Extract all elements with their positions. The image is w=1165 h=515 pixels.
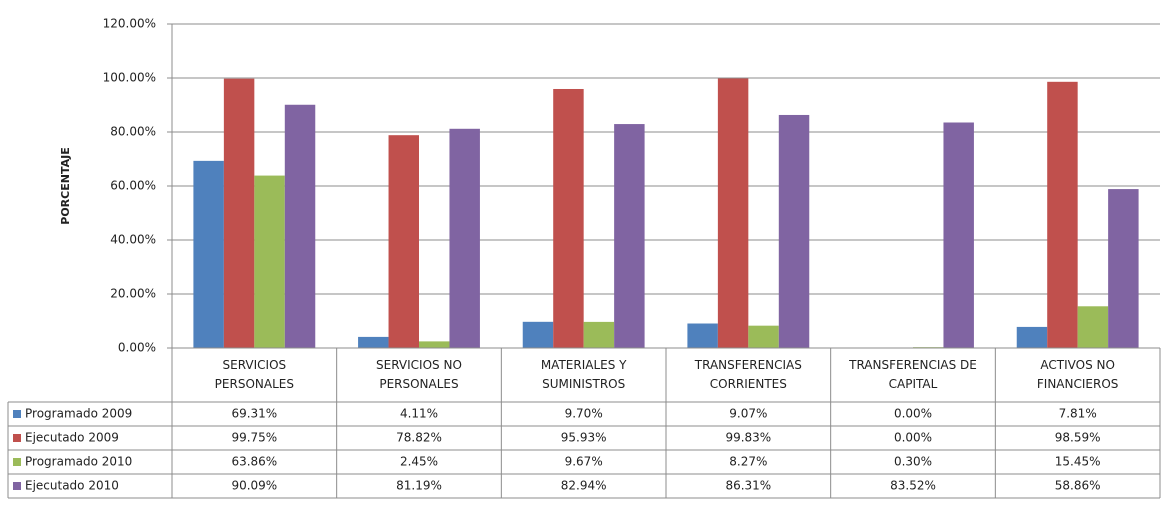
bar bbox=[583, 321, 615, 348]
y-tick-label: 40.00% bbox=[110, 233, 156, 247]
table-value: 69.31% bbox=[231, 407, 277, 421]
bar bbox=[1047, 81, 1078, 348]
category-label: TRANSFERENCIAS CORRIENTES bbox=[694, 358, 802, 391]
category-label: SERVICIOS NO PERSONALES bbox=[376, 358, 462, 391]
bar bbox=[223, 78, 255, 349]
y-tick-label: 60.00% bbox=[110, 179, 156, 193]
y-tick-label: 120.00% bbox=[103, 17, 156, 31]
table-value: 15.45% bbox=[1055, 455, 1101, 469]
bar bbox=[748, 325, 779, 348]
bar bbox=[449, 128, 480, 348]
table-value: 58.86% bbox=[1055, 479, 1101, 493]
table-value: 0.30% bbox=[894, 455, 932, 469]
bar bbox=[522, 321, 554, 348]
table-value: 82.94% bbox=[561, 479, 607, 493]
y-axis-label: PORCENTAJE bbox=[59, 147, 72, 224]
y-tick-label: 80.00% bbox=[110, 125, 156, 139]
bar bbox=[193, 160, 224, 348]
table-value: 4.11% bbox=[400, 407, 438, 421]
bar bbox=[419, 341, 450, 348]
legend-label: Programado 2010 bbox=[25, 455, 132, 469]
table-value: 83.52% bbox=[890, 479, 936, 493]
table-value: 9.07% bbox=[729, 407, 767, 421]
table-value: 9.67% bbox=[565, 455, 603, 469]
y-tick-label: 100.00% bbox=[103, 71, 156, 85]
table-value: 95.93% bbox=[561, 431, 607, 445]
bar bbox=[358, 336, 389, 348]
table-value: 78.82% bbox=[396, 431, 442, 445]
bar bbox=[943, 122, 974, 348]
legend-key bbox=[13, 410, 21, 418]
bar bbox=[687, 323, 718, 348]
table-value: 98.59% bbox=[1055, 431, 1101, 445]
legend-label: Ejecutado 2010 bbox=[25, 479, 119, 493]
bar bbox=[717, 78, 749, 349]
category-label: ACTIVOS NO FINANCIEROS bbox=[1036, 358, 1119, 391]
bar bbox=[553, 88, 584, 348]
table-value: 0.00% bbox=[894, 431, 932, 445]
table-value: 9.70% bbox=[565, 407, 603, 421]
table-value: 86.31% bbox=[725, 479, 771, 493]
table-value: 81.19% bbox=[396, 479, 442, 493]
bar bbox=[284, 104, 316, 348]
legend-key bbox=[13, 482, 21, 490]
bar bbox=[614, 124, 645, 348]
category-label: TRANSFERENCIAS DE CAPITAL bbox=[849, 358, 977, 391]
category-label: SERVICIOS PERSONALES bbox=[214, 358, 294, 391]
y-tick-label: 20.00% bbox=[110, 287, 156, 301]
bar bbox=[1077, 306, 1109, 348]
bar bbox=[1016, 326, 1048, 348]
table-value: 0.00% bbox=[894, 407, 932, 421]
legend-key bbox=[13, 458, 21, 466]
table-value: 63.86% bbox=[231, 455, 277, 469]
table-value: 99.83% bbox=[725, 431, 771, 445]
bar bbox=[778, 114, 810, 348]
legend-key bbox=[13, 434, 21, 442]
bar bbox=[388, 135, 419, 348]
legend-label: Programado 2009 bbox=[25, 407, 132, 421]
bar bbox=[1108, 189, 1139, 348]
y-tick-label: 0.00% bbox=[118, 341, 156, 355]
legend-label: Ejecutado 2009 bbox=[25, 431, 119, 445]
bar bbox=[254, 175, 285, 348]
table-value: 8.27% bbox=[729, 455, 767, 469]
category-label: MATERIALES Y SUMINISTROS bbox=[540, 358, 627, 391]
table-value: 99.75% bbox=[231, 431, 277, 445]
table-value: 90.09% bbox=[231, 479, 277, 493]
table-value: 7.81% bbox=[1059, 407, 1097, 421]
table-value: 2.45% bbox=[400, 455, 438, 469]
